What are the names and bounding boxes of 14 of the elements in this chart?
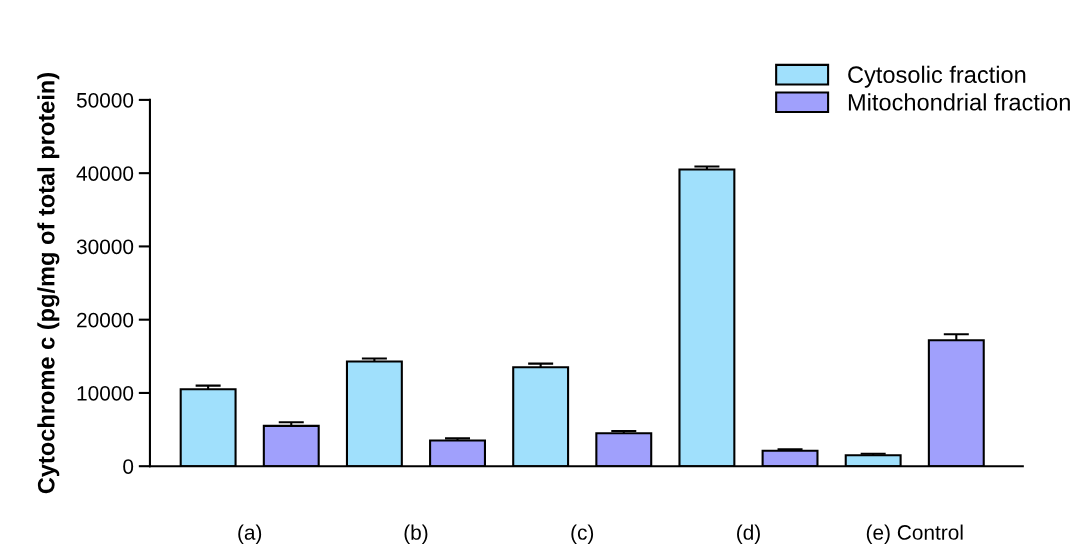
x-tick-label: (e) Control: [866, 524, 963, 544]
y-tick-label: 40000: [76, 166, 134, 181]
x-tick-label: (c): [571, 524, 594, 544]
x-tick-label: (b): [404, 524, 428, 544]
legend-label: Cytosolic fraction: [848, 65, 1026, 88]
y-tick-label: 20000: [77, 312, 134, 328]
legend-label: Mitochondrial fraction: [848, 93, 1070, 111]
y-axis-title: Cytochrome c (pg/mg of total protein): [37, 73, 60, 494]
y-tick-label: 0: [123, 459, 134, 474]
x-tick-label: (d): [737, 524, 760, 544]
y-tick-label: 30000: [76, 239, 134, 255]
x-tick-label: (a): [238, 524, 262, 544]
y-tick-label: 50000: [76, 92, 134, 108]
y-tick-label: 10000: [77, 385, 134, 401]
